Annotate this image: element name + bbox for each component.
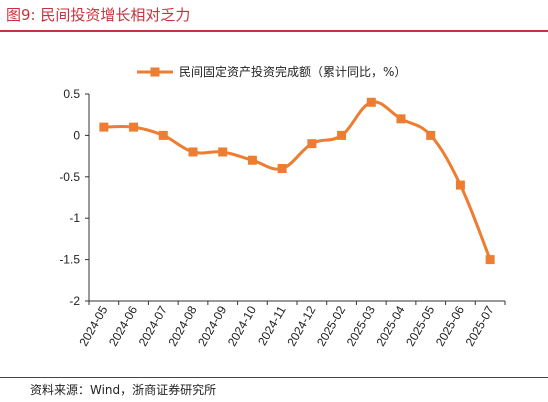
data-point-marker	[277, 164, 287, 174]
legend-label: 民间固定资产投资完成额（累计同比，%）	[179, 64, 406, 79]
y-tick-label: -1.5	[59, 253, 80, 267]
line-chart: 民间固定资产投资完成额（累计同比，%） 0.5 0 -0.5 -1 -1.5 -2 202…	[59, 64, 506, 349]
y-tick-label: -2	[69, 294, 80, 308]
data-point-marker	[188, 147, 198, 157]
legend-marker-swatch	[150, 67, 160, 77]
data-point-marker	[366, 97, 376, 107]
chart-legend: 民间固定资产投资完成额（累计同比，%）	[137, 64, 406, 79]
y-tick-label: 0	[73, 128, 80, 142]
title-divider	[0, 30, 548, 32]
figure-title: 图9: 民间投资增长相对乏力	[6, 6, 191, 24]
source-note: 资料来源：Wind，浙商证券研究所	[30, 383, 217, 397]
x-tick-label: 2024-10	[225, 303, 259, 348]
series-group	[99, 97, 495, 265]
data-point-marker	[129, 122, 139, 132]
data-point-marker	[307, 139, 317, 149]
data-point-marker	[158, 130, 168, 140]
data-point-marker	[396, 114, 406, 124]
data-point-marker	[455, 180, 465, 190]
series-line	[103, 100, 492, 261]
x-tick-label: 2025-07	[463, 303, 497, 348]
data-point-marker	[247, 155, 257, 165]
y-tick-label: -1	[69, 211, 80, 225]
y-axis-ticks: 0.5 0 -0.5 -1 -1.5 -2	[59, 87, 89, 308]
y-tick-label: 0.5	[63, 87, 80, 101]
data-point-marker	[485, 255, 495, 265]
data-point-marker	[218, 147, 228, 157]
x-axis-ticks: 2024-052024-062024-072024-082024-092024-…	[76, 301, 506, 349]
footer-divider	[0, 377, 548, 378]
data-point-marker	[337, 130, 347, 140]
data-point-marker	[99, 122, 109, 132]
data-point-marker	[426, 130, 436, 140]
y-tick-label: -0.5	[59, 170, 80, 184]
